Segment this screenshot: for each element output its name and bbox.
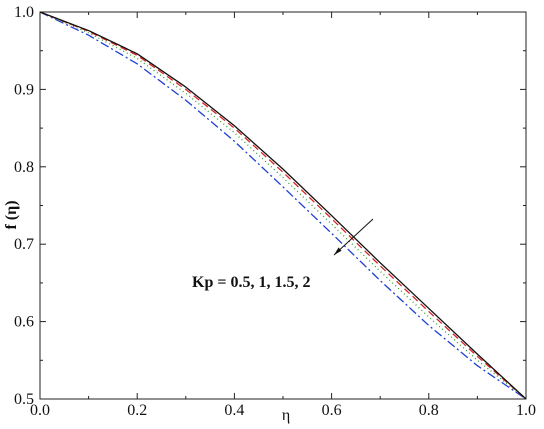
series-layer — [39, 11, 527, 400]
tick-labels: 0.0 0.2 0.4 0.6 0.8 1.0 0.5 0.6 0.7 0.8 0.9 1.0 — [14, 4, 536, 419]
plot-area — [39, 11, 527, 400]
series-line-2 — [39, 11, 527, 400]
kp-arrow-line — [333, 218, 374, 256]
x-tick-label: 0.8 — [419, 402, 439, 419]
kp-annotation: Kp = 0.5, 1, 1.5, 2 — [192, 274, 310, 291]
y-tick-label: 0.6 — [14, 314, 34, 331]
axis-ticks — [39, 11, 527, 400]
x-tick-label: 0.4 — [224, 402, 244, 419]
y-tick-label: 0.5 — [14, 391, 34, 408]
series-line-4 — [39, 11, 527, 400]
x-tick-label: 0.0 — [30, 402, 50, 419]
x-tick-label: 1.0 — [516, 402, 536, 419]
y-tick-label: 0.8 — [14, 159, 34, 176]
y-tick-label: 0.9 — [14, 81, 34, 98]
x-tick-label: 0.2 — [127, 402, 147, 419]
y-tick-label: 1.0 — [14, 4, 34, 21]
series-line-3 — [39, 11, 527, 400]
series-line-1 — [39, 11, 527, 400]
x-tick-label: 0.6 — [322, 402, 342, 419]
y-axis-title: f (η) — [3, 200, 20, 229]
kp-arrow-head — [334, 247, 342, 255]
y-tick-label: 0.7 — [14, 236, 34, 253]
x-axis-title: η — [282, 407, 290, 424]
